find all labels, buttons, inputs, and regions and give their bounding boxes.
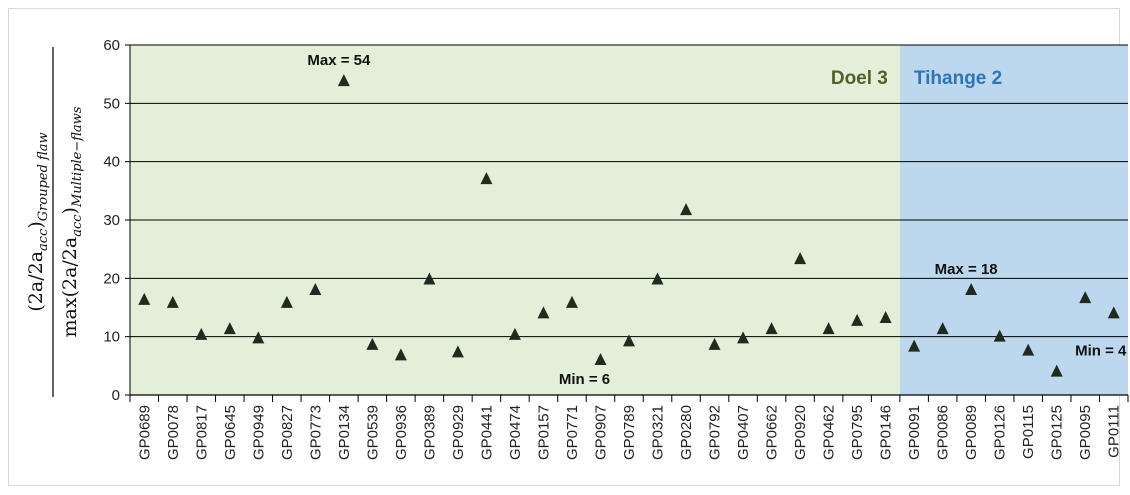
data-point-gp0795 [851,313,864,326]
data-point-gp0792 [708,337,721,350]
data-point-gp0091 [908,339,921,352]
x-tick-label: GP0771 [564,405,581,460]
x-tick-label: GP0795 [849,405,866,460]
y-tick-label: 50 [103,95,120,112]
x-tick-label: GP0792 [707,405,724,460]
data-point-gp0115 [1022,343,1035,356]
data-point-gp0125 [1050,364,1063,377]
x-tick-label: GP0086 [935,405,952,460]
data-point-gp0827 [280,295,293,308]
data-point-gp0949 [252,331,265,344]
data-point-gp0441 [480,172,493,185]
data-point-gp0771 [565,295,578,308]
data-point-gp0095 [1079,291,1092,304]
data-point-gp0078 [166,295,179,308]
x-tick-label: GP0146 [878,405,895,460]
y-label-denominator: max(2a/2aacc)Multiple−flaws [59,106,85,337]
y-label-numerator: (2a/2aacc)Grouped flaw [25,132,51,311]
x-tick-label: GP0280 [678,405,695,460]
y-tick-label: 0 [112,387,120,404]
x-tick-label: GP0115 [1020,405,1037,459]
x-tick-label: GP0157 [535,405,552,460]
x-tick-label: GP0474 [507,405,524,460]
data-points [138,74,1120,377]
data-point-gp0920 [794,252,807,265]
x-tick-label: GP0125 [1049,405,1066,460]
x-tick-label: GP0078 [165,405,182,460]
data-point-gp0689 [138,292,151,305]
data-point-gp0280 [680,203,693,216]
data-point-gp0321 [651,272,664,285]
x-tick-label: GP0789 [621,405,638,460]
data-point-gp0389 [423,272,436,285]
data-point-gp0907 [594,353,607,365]
x-tick-label: GP0689 [136,405,153,460]
data-point-gp0157 [537,306,550,319]
x-tick-label: GP0389 [421,405,438,460]
x-tick-label: GP0321 [650,405,667,460]
x-tick-label: GP0407 [735,405,752,460]
x-tick-label: GP0645 [222,405,239,460]
x-tick-label: GP0920 [792,405,809,460]
y-tick-label: 60 [103,37,120,54]
y-tick-labels: 0 10 20 30 40 50 60 [103,37,120,404]
x-tick-label: GP0827 [279,405,296,460]
region-labels: Doel 3 Tihange 2 [831,68,1002,89]
x-tick-label: GP0817 [193,405,210,460]
data-point-gp0134 [337,74,350,87]
y-tick-label: 10 [103,329,120,346]
data-point-gp0407 [737,331,750,344]
y-axis-label: (2a/2aacc)Grouped flaw max(2a/2aacc)Mult… [25,47,85,397]
data-point-gp0462 [822,322,835,335]
data-point-gp0789 [623,334,635,347]
x-tick-labels: GP0689 GP0078 GP0817 GP0645 GP0949 GP0827 GP07… [136,405,1122,460]
annotation-label: Min = 6 [559,371,610,388]
x-tick-label: GP0949 [250,405,267,460]
data-point-gp0773 [309,283,322,295]
annotation-label: Max = 18 [935,261,998,278]
axes [125,44,1129,402]
annotation-label: Min = 4 [1075,343,1127,360]
data-point-gp0645 [223,322,236,335]
gridlines [130,44,1128,396]
data-point-gp0126 [993,329,1006,342]
data-point-gp0111 [1107,306,1120,319]
x-tick-label: GP0662 [764,405,781,460]
y-tick-label: 30 [103,212,120,229]
data-point-gp0146 [879,311,892,323]
x-tick-label: GP0907 [592,405,609,460]
x-tick-label: GP0111 [1106,405,1123,458]
data-point-gp0086 [936,322,949,335]
data-point-gp0539 [366,337,379,350]
x-tick-label: GP0091 [906,405,923,460]
x-tick-label: GP0936 [393,405,410,460]
x-tick-label: GP0089 [963,405,980,460]
annotations: Max = 54 Min = 6 Max = 18 Min = 4 [307,52,1127,388]
x-tick-label: GP0441 [478,405,495,460]
y-tick-label: 20 [103,270,120,287]
data-point-gp0662 [765,322,778,335]
x-tick-label: GP0773 [307,405,324,460]
region-label-tihange-2: Tihange 2 [914,68,1002,89]
data-point-gp0929 [451,345,464,358]
x-tick-label: GP0539 [364,405,381,460]
x-tick-label: GP0134 [336,405,353,460]
annotation-label: Max = 54 [307,52,371,69]
x-tick-label: GP0095 [1077,405,1094,460]
data-point-gp0817 [195,327,208,340]
x-tick-label: GP0126 [992,405,1009,460]
data-point-gp0089 [965,283,978,295]
data-point-gp0474 [508,327,521,340]
region-label-doel-3: Doel 3 [831,68,888,89]
data-point-gp0936 [394,348,407,361]
x-tick-label: GP0929 [450,405,467,460]
x-tick-label: GP0462 [821,405,838,460]
y-tick-label: 40 [103,154,120,171]
